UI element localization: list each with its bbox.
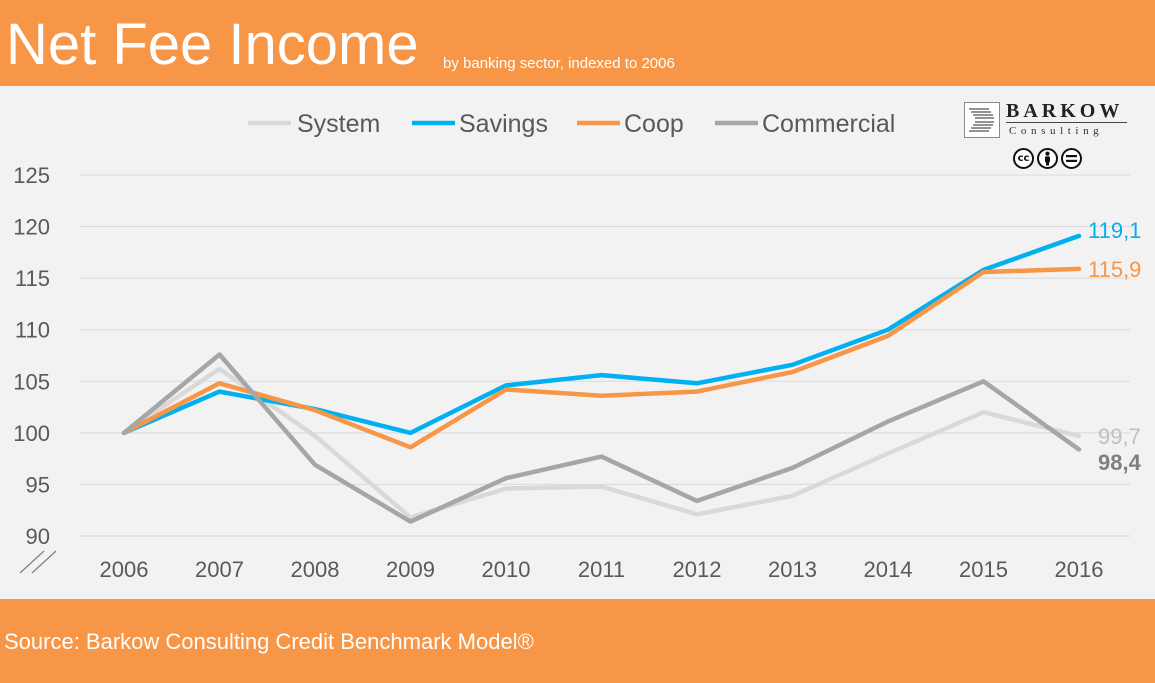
x-tick-label: 2010 [482, 557, 531, 582]
source-note: Source: Barkow Consulting Credit Benchma… [4, 629, 534, 654]
header-bar: Net Fee Income by banking sector, indexe… [0, 0, 1155, 86]
cc-by-icon [1037, 148, 1058, 169]
x-tick-label: 2014 [864, 557, 913, 582]
y-tick-label: 90 [26, 524, 50, 549]
y-tick-label: 125 [13, 163, 50, 188]
legend-label-system: System [297, 110, 380, 138]
end-label-system: 99,7 [1098, 424, 1141, 449]
axis-break-mark [19, 550, 45, 574]
legend: System Savings Coop Commercial [248, 110, 895, 138]
y-tick-label: 100 [13, 421, 50, 446]
y-tick-label: 105 [13, 369, 50, 394]
series-lines [121, 233, 1082, 524]
chart-title: Net Fee Income [6, 12, 419, 77]
logo-subname: Consulting [1009, 125, 1104, 137]
logo-divider [1006, 122, 1127, 123]
end-label-commercial: 98,4 [1098, 450, 1142, 475]
series-line-system [121, 366, 1082, 520]
chart-subtitle: by banking sector, indexed to 2006 [443, 55, 675, 72]
x-tick-label: 2011 [578, 557, 625, 582]
end-labels: 99,7 119,1 115,9 98,4 [1088, 218, 1142, 475]
y-tick-label: 120 [13, 215, 50, 240]
cc-icon: cc [1013, 148, 1034, 169]
series-line-commercial [121, 352, 1082, 524]
series-line-coop [121, 266, 1082, 450]
x-tick-label: 2007 [195, 557, 244, 582]
x-tick-label: 2009 [386, 557, 435, 582]
y-tick-label: 115 [15, 266, 50, 291]
x-tick-label: 2006 [100, 557, 149, 582]
x-tick-label: 2015 [959, 557, 1008, 582]
legend-label-commercial: Commercial [762, 110, 895, 138]
plot-area [0, 86, 1155, 599]
end-label-coop: 115,9 [1088, 257, 1141, 282]
logo-name: BARKOW [1006, 100, 1124, 122]
footer-bar: Source: Barkow Consulting Credit Benchma… [0, 599, 1155, 683]
axis-break-mark [31, 550, 57, 574]
y-tick-label: 110 [15, 318, 50, 343]
legend-label-savings: Savings [459, 110, 548, 138]
axes: 90 95 100 105 110 115 120 125 2006 2007 2008 2009 20… [13, 163, 1130, 582]
x-tick-label: 2016 [1055, 557, 1104, 582]
y-tick-label: 95 [26, 472, 50, 497]
license-badges: cc [1013, 148, 1082, 172]
x-tick-label: 2013 [768, 557, 817, 582]
end-label-savings: 119,1 [1088, 218, 1141, 243]
x-tick-label: 2012 [673, 557, 722, 582]
gridlines [80, 174, 1130, 485]
barkow-logo-mark-icon [964, 102, 1000, 138]
barkow-logo: BARKOW Consulting cc [962, 100, 1132, 172]
cc-nd-icon [1061, 148, 1082, 169]
legend-label-coop: Coop [624, 110, 684, 138]
x-tick-label: 2008 [291, 557, 340, 582]
